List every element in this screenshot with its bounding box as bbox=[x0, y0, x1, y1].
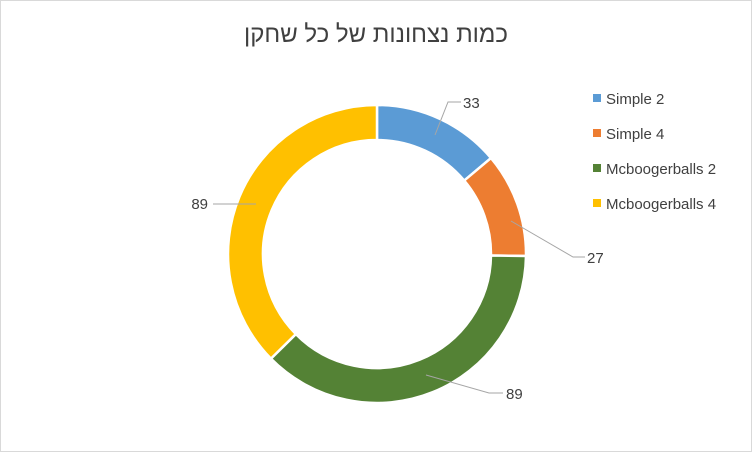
leader-line-2 bbox=[510, 220, 585, 258]
doughnut-segment-3[interactable] bbox=[269, 254, 528, 405]
legend-swatch-4 bbox=[593, 199, 601, 207]
legend-label-4[interactable]: Mcboogerballs 4 bbox=[606, 196, 716, 213]
data-label-2: 27 bbox=[587, 250, 604, 267]
data-label-4: 89 bbox=[191, 196, 208, 213]
leader-line-3 bbox=[425, 374, 503, 394]
leader-line-1 bbox=[434, 101, 461, 136]
legend-swatch-2 bbox=[593, 129, 601, 137]
doughnut-segment-2[interactable] bbox=[462, 156, 528, 258]
doughnut-segment-4[interactable] bbox=[226, 103, 379, 361]
legend-swatch-3 bbox=[593, 164, 601, 172]
legend-swatch-1 bbox=[593, 94, 601, 102]
doughnut-segment-1[interactable] bbox=[375, 103, 493, 183]
chart-title: כמות נצחונות של כל שחקן bbox=[244, 21, 508, 48]
data-label-3: 89 bbox=[506, 386, 523, 403]
legend-label-1[interactable]: Simple 2 bbox=[606, 91, 664, 108]
legend-label-2[interactable]: Simple 4 bbox=[606, 126, 664, 143]
legend-label-3[interactable]: Mcboogerballs 2 bbox=[606, 161, 716, 178]
data-label-1: 33 bbox=[463, 95, 480, 112]
